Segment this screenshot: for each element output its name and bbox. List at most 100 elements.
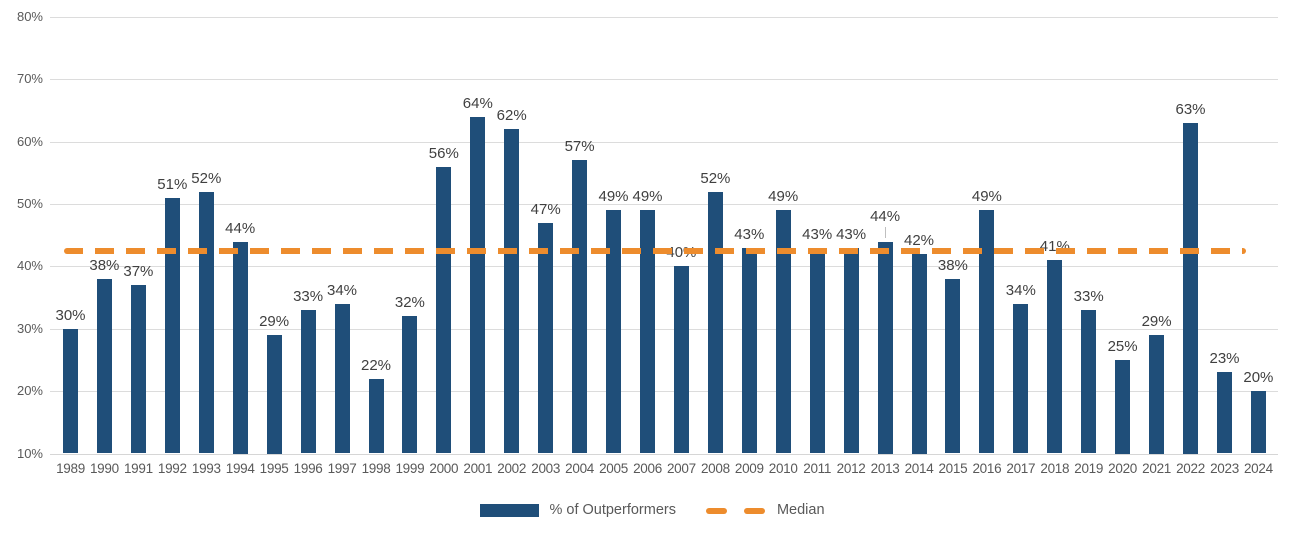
x-axis-label-2003: 2003 (531, 461, 561, 476)
x-axis-label-1989: 1989 (56, 461, 85, 476)
bar-2010[interactable] (775, 210, 791, 454)
legend-median-swatch[interactable] (705, 507, 765, 514)
x-axis-label-1998: 1998 (361, 461, 391, 476)
bar-value-label-2011: 43% (802, 225, 833, 243)
label-leader-line-2013 (884, 226, 886, 238)
bar-2002[interactable] (504, 129, 520, 454)
x-axis-label-1996: 1996 (293, 461, 323, 476)
bar-2021[interactable] (1149, 335, 1165, 454)
bar-2000[interactable] (436, 166, 452, 454)
bar-value-label-2001: 64% (462, 94, 493, 112)
x-axis-label-1992: 1992 (157, 461, 187, 476)
bar-1992[interactable] (164, 197, 180, 454)
y-axis-label-20: 20% (16, 383, 43, 399)
x-axis-label-2015: 2015 (938, 461, 968, 476)
bar-2018[interactable] (1047, 260, 1063, 454)
bar-value-label-2013: 44% (870, 207, 901, 225)
bar-value-label-2016: 49% (971, 188, 1002, 206)
x-axis-label-2023: 2023 (1210, 461, 1239, 476)
bar-value-label-1992: 51% (157, 175, 188, 193)
median-dash-icon (705, 507, 727, 514)
bar-1993[interactable] (198, 191, 214, 454)
x-axis-label-2021: 2021 (1142, 461, 1172, 476)
y-axis-label-10: 10% (16, 445, 43, 461)
bar-1995[interactable] (266, 335, 282, 454)
legend-median-label[interactable]: Median (776, 502, 825, 518)
bar-2003[interactable] (538, 222, 554, 454)
bar-2023[interactable] (1217, 372, 1232, 454)
bar-2012[interactable] (843, 247, 859, 454)
bar-1991[interactable] (130, 285, 146, 454)
x-axis-label-1994: 1994 (225, 461, 255, 476)
bar-2014[interactable] (911, 254, 927, 454)
bar-2019[interactable] (1081, 310, 1097, 454)
gridline-80 (50, 17, 1278, 18)
legend-bar-swatch[interactable] (480, 504, 540, 517)
gridline-50 (50, 204, 1278, 206)
bar-value-label-2020: 25% (1107, 338, 1138, 355)
bar-2004[interactable] (572, 160, 588, 454)
gridline-20 (50, 391, 1278, 393)
bar-2020[interactable] (1115, 360, 1131, 454)
bar-2024[interactable] (1250, 391, 1266, 454)
bar-1999[interactable] (402, 316, 418, 454)
bar-2013[interactable] (877, 241, 893, 454)
y-axis-label-60: 60% (16, 133, 43, 149)
bar-value-label-2017: 34% (1005, 281, 1036, 299)
gridline-30 (50, 328, 1278, 330)
bar-value-label-2019: 33% (1073, 288, 1104, 306)
bar-value-label-2010: 49% (768, 188, 799, 206)
x-axis-label-2001: 2001 (463, 461, 493, 476)
bar-1990[interactable] (96, 278, 112, 454)
x-axis-label-2005: 2005 (599, 461, 628, 476)
gridline-40 (50, 266, 1278, 268)
x-axis-label-2010: 2010 (768, 461, 798, 476)
bar-1997[interactable] (334, 303, 350, 454)
x-axis-label-2022: 2022 (1176, 461, 1205, 476)
x-axis-label-1990: 1990 (89, 461, 119, 476)
legend-bar-label[interactable]: % of Outperformers (549, 502, 676, 518)
x-axis-label-2004: 2004 (565, 461, 595, 476)
x-axis-label-2013: 2013 (870, 461, 900, 476)
bar-2011[interactable] (809, 247, 825, 454)
x-axis-label-2008: 2008 (700, 461, 730, 476)
bar-1989[interactable] (63, 328, 78, 454)
x-axis-label-2016: 2016 (972, 461, 1002, 476)
bar-value-label-1998: 22% (360, 356, 392, 374)
x-axis-label-2002: 2002 (497, 461, 527, 476)
bar-2022[interactable] (1183, 123, 1198, 454)
bar-1994[interactable] (232, 241, 248, 454)
bar-value-label-2014: 42% (903, 232, 935, 249)
x-axis-label-1991: 1991 (123, 461, 153, 476)
bar-2016[interactable] (979, 210, 995, 454)
bar-2015[interactable] (945, 278, 961, 454)
bar-2007[interactable] (673, 266, 689, 454)
x-axis-label-2006: 2006 (633, 461, 662, 476)
bar-2009[interactable] (741, 247, 757, 454)
bar-2008[interactable] (707, 191, 723, 454)
bar-value-label-1995: 29% (259, 313, 290, 330)
x-axis-label-1993: 1993 (191, 461, 221, 476)
bar-2001[interactable] (470, 116, 486, 454)
x-axis-label-2000: 2000 (429, 461, 459, 476)
x-axis-label-2024: 2024 (1243, 461, 1273, 476)
bar-2005[interactable] (606, 210, 621, 454)
bar-value-label-1999: 32% (394, 294, 425, 312)
median-line[interactable] (64, 247, 1246, 254)
bar-value-label-2000: 56% (428, 144, 459, 162)
chart-legend: % of Outperformers Median (0, 502, 1305, 519)
y-axis-label-30: 30% (16, 320, 43, 336)
bar-value-label-1993: 52% (191, 169, 222, 187)
x-axis-label-2007: 2007 (666, 461, 696, 476)
x-axis-label-1997: 1997 (327, 461, 357, 476)
bar-1998[interactable] (368, 378, 384, 454)
median-dash-icon (743, 507, 765, 514)
bar-value-label-1996: 33% (293, 288, 324, 306)
bar-2017[interactable] (1013, 303, 1029, 454)
bar-value-label-2024: 20% (1243, 369, 1274, 387)
x-axis-label-2019: 2019 (1074, 461, 1104, 476)
bar-1996[interactable] (300, 310, 316, 454)
bar-2006[interactable] (640, 210, 655, 454)
bar-value-label-2005: 49% (598, 188, 629, 206)
bar-value-label-1994: 44% (225, 219, 256, 237)
